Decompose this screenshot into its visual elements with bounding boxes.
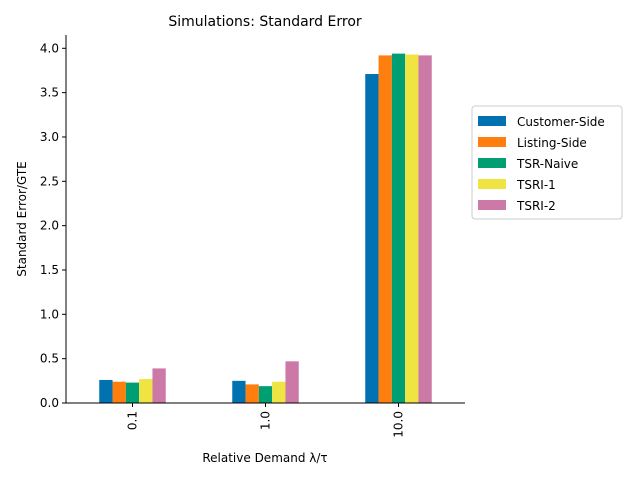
bar <box>418 55 432 404</box>
bar <box>125 382 140 403</box>
x-tick-label: 0.1 <box>126 411 140 430</box>
legend-label: TSRI-1 <box>516 178 556 192</box>
bar <box>112 381 126 403</box>
bar <box>405 54 419 404</box>
bar <box>258 386 273 403</box>
legend-label: Customer-Side <box>517 115 605 129</box>
y-tick-label: 4.0 <box>40 41 59 55</box>
legend-swatch <box>478 179 506 189</box>
y-tick-label: 3.5 <box>40 86 59 100</box>
y-tick-label: 0.0 <box>40 396 59 410</box>
bar <box>139 379 153 403</box>
bar <box>391 53 406 404</box>
legend-swatch <box>478 137 506 147</box>
bar <box>378 55 392 404</box>
y-axis-label: Standard Error/GTE <box>15 161 29 276</box>
legend-label: Listing-Side <box>517 136 587 150</box>
y-tick-label: 3.0 <box>40 130 59 144</box>
bar <box>245 384 259 403</box>
legend-swatch <box>478 200 506 210</box>
legend-swatch <box>478 116 506 126</box>
legend-label: TSRI-2 <box>516 199 556 213</box>
bar <box>99 379 113 403</box>
bar <box>285 361 299 403</box>
x-axis: 0.1 1.0 10.0 <box>126 403 406 438</box>
legend-label: TSR-Naive <box>516 157 578 171</box>
y-tick-label: 0.5 <box>40 352 59 366</box>
bar <box>365 74 379 403</box>
legend-frame <box>471 105 623 220</box>
y-tick-label: 2.0 <box>40 219 59 233</box>
y-tick-label: 1.0 <box>40 307 59 321</box>
x-tick-label: 10.0 <box>392 411 406 438</box>
bar <box>272 381 286 403</box>
bar <box>232 380 246 403</box>
x-axis-label: Relative Demand λ/τ <box>202 451 327 465</box>
y-tick-label: 2.5 <box>40 174 59 188</box>
legend: Customer-Side Listing-Side TSR-Naive TSRI-1… <box>471 105 623 220</box>
y-axis: 0.0 0.5 1.0 1.5 2.0 2.5 3.0 3.5 4.0 <box>40 41 66 410</box>
x-tick-label: 1.0 <box>259 411 273 430</box>
chart-title: Simulations: Standard Error <box>168 14 362 30</box>
bar <box>152 368 166 403</box>
legend-swatch <box>478 158 506 168</box>
y-tick-label: 1.5 <box>40 263 59 277</box>
bars-group <box>99 53 432 404</box>
